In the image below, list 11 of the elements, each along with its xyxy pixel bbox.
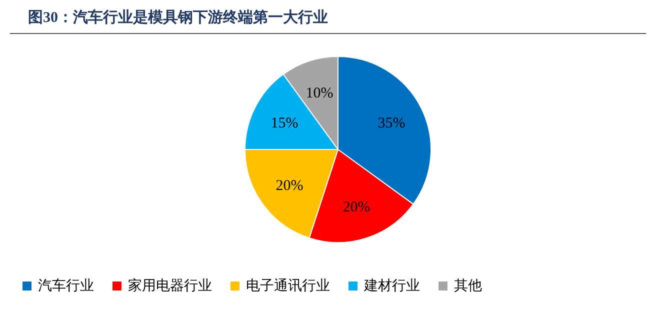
data-label: 15% <box>270 115 298 132</box>
legend-label: 电子通讯行业 <box>246 278 330 294</box>
legend-label: 其他 <box>454 278 482 294</box>
data-label: 10% <box>306 85 334 102</box>
legend-label: 建材行业 <box>363 278 420 294</box>
data-label: 35% <box>378 115 406 132</box>
legend-label: 家用电器行业 <box>128 278 212 294</box>
data-label: 20% <box>342 200 370 216</box>
data-label: 20% <box>276 178 304 194</box>
legend-label: 汽车行业 <box>38 278 94 294</box>
chart-title: 图30：汽车行业是模具钢下游终端第一大行业 <box>10 8 646 34</box>
